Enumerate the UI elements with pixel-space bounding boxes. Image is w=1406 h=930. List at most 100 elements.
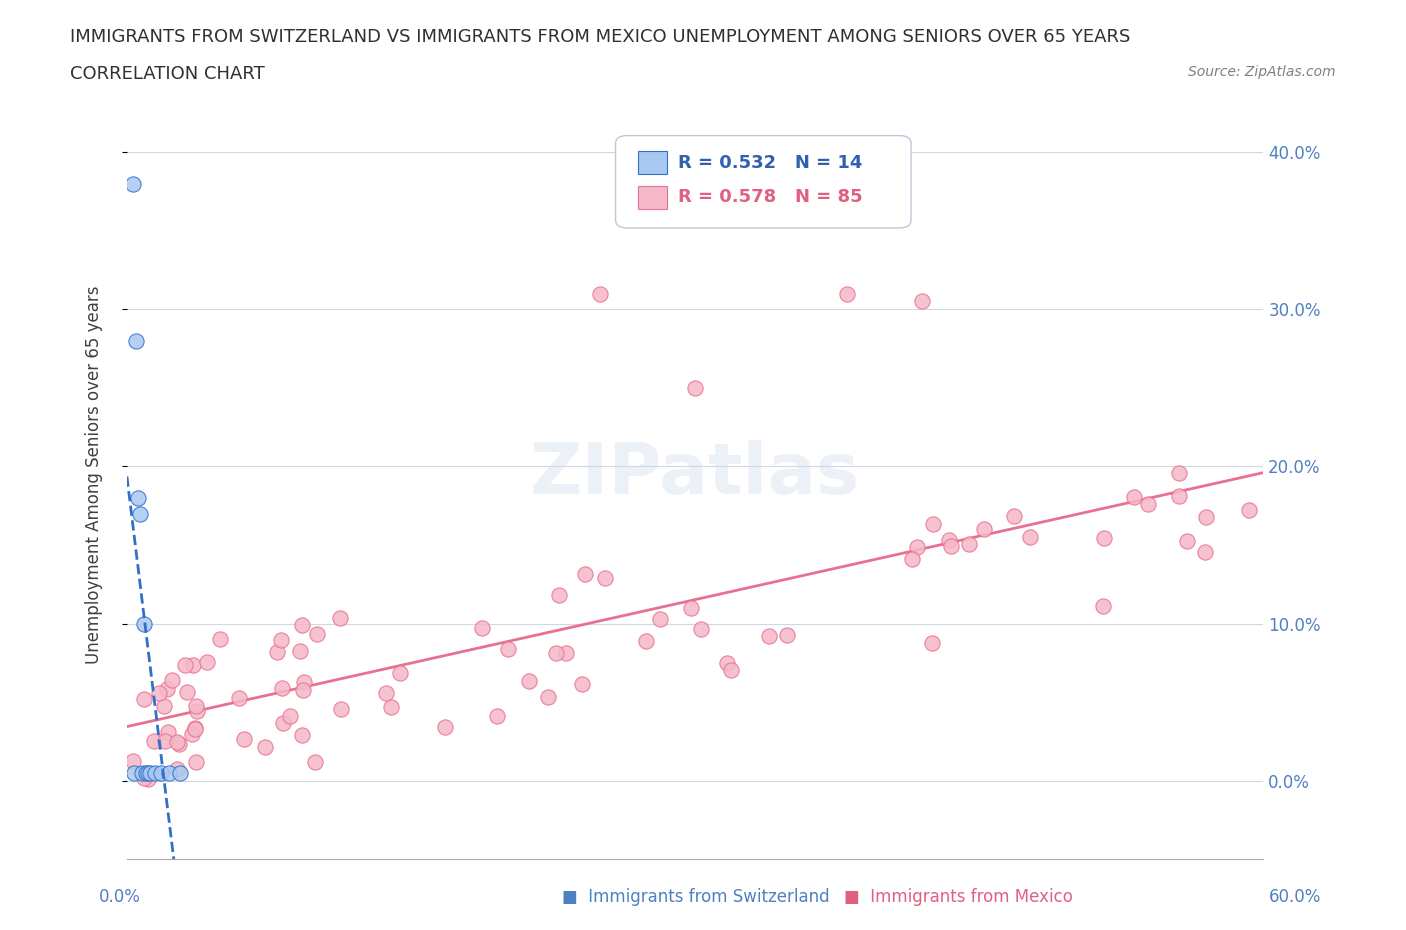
Bar [638, 151, 666, 174]
Point [938, 532, 960, 547]
Point [208, 631, 231, 646]
Point [270, 632, 292, 647]
Point [1019, 530, 1042, 545]
Point [519, 673, 541, 688]
Point [156, 682, 179, 697]
Point [153, 698, 176, 713]
Point [180, 726, 202, 741]
Point [835, 286, 858, 301]
Point [1136, 497, 1159, 512]
Point [157, 725, 180, 740]
Point [593, 571, 616, 586]
Point [153, 734, 176, 749]
Point [125, 333, 148, 348]
Point [228, 690, 250, 705]
Point [547, 588, 569, 603]
Point [1091, 599, 1114, 614]
Point [138, 772, 160, 787]
Point [136, 765, 159, 780]
Point [169, 765, 191, 780]
Point [195, 655, 218, 670]
Point [574, 566, 596, 581]
Point [121, 754, 143, 769]
Point [690, 622, 713, 637]
Point [166, 762, 188, 777]
Point [911, 294, 934, 309]
Text: R = 0.578   N = 85: R = 0.578 N = 85 [678, 188, 863, 206]
Point [471, 620, 494, 635]
Point [498, 642, 520, 657]
Text: 0.0%: 0.0% [98, 888, 141, 906]
Point [134, 692, 156, 707]
Point [278, 709, 301, 724]
Text: ■  Immigrants from Switzerland: ■ Immigrants from Switzerland [562, 888, 830, 906]
Point [232, 731, 254, 746]
Point [186, 704, 208, 719]
Point [1195, 510, 1218, 525]
Point [973, 522, 995, 537]
Point [544, 646, 567, 661]
Point [253, 739, 276, 754]
Point [374, 686, 396, 701]
Point [758, 629, 780, 644]
Point [589, 286, 612, 301]
Point [166, 734, 188, 749]
Point [181, 658, 204, 672]
Point [290, 644, 312, 658]
Point [304, 754, 326, 769]
Point [648, 611, 671, 626]
Point [1175, 534, 1198, 549]
Point [939, 538, 962, 553]
Point [380, 699, 402, 714]
FancyBboxPatch shape [616, 136, 911, 228]
Point [389, 666, 412, 681]
Point [679, 601, 702, 616]
Point [266, 644, 288, 659]
Point [143, 765, 166, 780]
Point [138, 765, 160, 780]
Point [537, 689, 560, 704]
Point [167, 737, 190, 751]
Point [776, 628, 799, 643]
Text: IMMIGRANTS FROM SWITZERLAND VS IMMIGRANTS FROM MEXICO UNEMPLOYMENT AMONG SENIORS: IMMIGRANTS FROM SWITZERLAND VS IMMIGRANT… [70, 28, 1130, 46]
Point [1194, 545, 1216, 560]
Point [330, 702, 353, 717]
Point [905, 539, 928, 554]
Point [1092, 531, 1115, 546]
Point [434, 720, 457, 735]
Point [121, 176, 143, 191]
Point [124, 765, 146, 780]
Point [176, 684, 198, 699]
Point [173, 658, 195, 672]
Point [129, 506, 152, 521]
Point [921, 516, 943, 531]
Text: CORRELATION CHART: CORRELATION CHART [70, 65, 266, 83]
Point [716, 656, 738, 671]
Text: ■  Immigrants from Mexico: ■ Immigrants from Mexico [844, 888, 1073, 906]
Point [132, 771, 155, 786]
Bar [638, 186, 666, 208]
Point [1123, 490, 1146, 505]
Point [1237, 503, 1260, 518]
Point [1168, 466, 1191, 481]
Point [291, 727, 314, 742]
Point [486, 708, 509, 723]
Point [1168, 488, 1191, 503]
Y-axis label: Unemployment Among Seniors over 65 years: Unemployment Among Seniors over 65 years [86, 286, 103, 663]
Point [135, 765, 157, 780]
Text: ZIPatlas: ZIPatlas [530, 440, 860, 509]
Point [184, 698, 207, 713]
Point [184, 720, 207, 735]
Point [329, 611, 352, 626]
Text: Source: ZipAtlas.com: Source: ZipAtlas.com [1188, 65, 1336, 79]
Point [150, 765, 173, 780]
Point [921, 635, 943, 650]
Point [292, 683, 315, 698]
Point [957, 537, 980, 551]
Point [132, 616, 155, 631]
Text: 60.0%: 60.0% [1270, 888, 1322, 906]
Point [634, 633, 657, 648]
Point [143, 734, 166, 749]
Text: R = 0.532   N = 14: R = 0.532 N = 14 [678, 153, 862, 171]
Point [162, 672, 184, 687]
